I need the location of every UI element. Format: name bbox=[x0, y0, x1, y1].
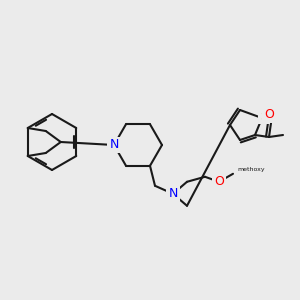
Text: O: O bbox=[264, 109, 274, 122]
Text: S: S bbox=[260, 110, 268, 122]
Text: methoxy: methoxy bbox=[237, 167, 265, 172]
Text: N: N bbox=[168, 187, 178, 200]
Text: O: O bbox=[214, 175, 224, 188]
Text: N: N bbox=[109, 139, 119, 152]
